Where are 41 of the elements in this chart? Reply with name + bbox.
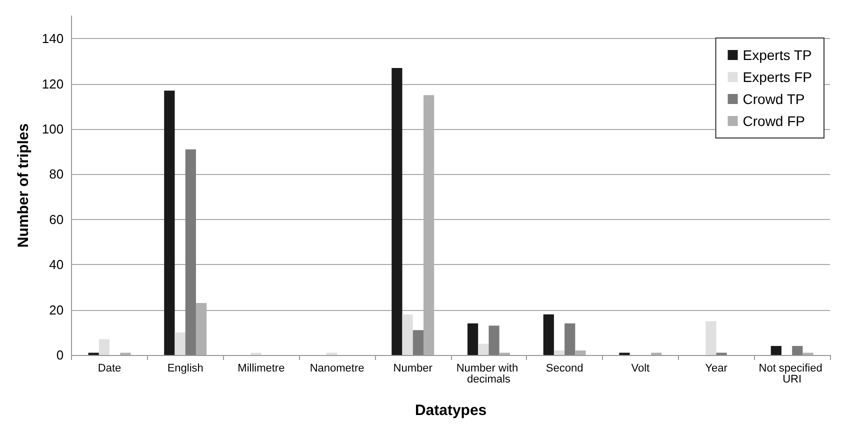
- x-tick-label: Date: [98, 362, 122, 374]
- bar: [792, 346, 803, 355]
- y-tick-label: 120: [42, 76, 64, 92]
- bar: [392, 68, 402, 355]
- x-tick-label: Volt: [631, 362, 650, 374]
- bar: [164, 90, 175, 355]
- bar: [174, 332, 186, 355]
- x-tick-label: Millimetre: [238, 362, 285, 374]
- bar: [98, 339, 110, 355]
- x-tick-label: Second: [546, 362, 584, 374]
- bar: [488, 326, 500, 355]
- bar: [575, 350, 586, 355]
- y-tick-label: 140: [42, 31, 64, 46]
- legend-label: Experts FP: [742, 69, 812, 85]
- legend-label: Crowd TP: [742, 91, 805, 107]
- bar: [185, 149, 196, 355]
- bar: [412, 330, 424, 355]
- bar: [706, 321, 716, 355]
- y-tick-label: 0: [56, 348, 64, 362]
- bar: [770, 346, 782, 355]
- x-tick-label: Year: [705, 362, 728, 374]
- y-axis-title: Number of triples: [15, 123, 32, 248]
- x-tick-label: Number with decimals: [456, 362, 522, 386]
- bar: [543, 314, 554, 355]
- y-tick-label: 100: [42, 122, 64, 136]
- x-tick-label: English: [167, 362, 204, 374]
- x-tick-label: Nanometre: [310, 362, 364, 374]
- bar: [564, 323, 576, 355]
- bar: [478, 344, 489, 355]
- bar: [402, 314, 413, 355]
- x-tick-label: Number: [393, 362, 433, 374]
- bar: [467, 323, 478, 355]
- y-tick-label: 20: [49, 302, 64, 318]
- y-tick-label: 60: [49, 212, 64, 227]
- legend-label: Experts TP: [742, 47, 812, 63]
- x-axis-title: Datatypes: [414, 402, 487, 419]
- legend-label: Crowd FP: [742, 113, 805, 129]
- y-tick-label: 80: [49, 166, 64, 182]
- y-tick-label: 40: [49, 257, 64, 272]
- x-tick-label: Not specified URI: [758, 362, 826, 386]
- bar: [554, 350, 565, 355]
